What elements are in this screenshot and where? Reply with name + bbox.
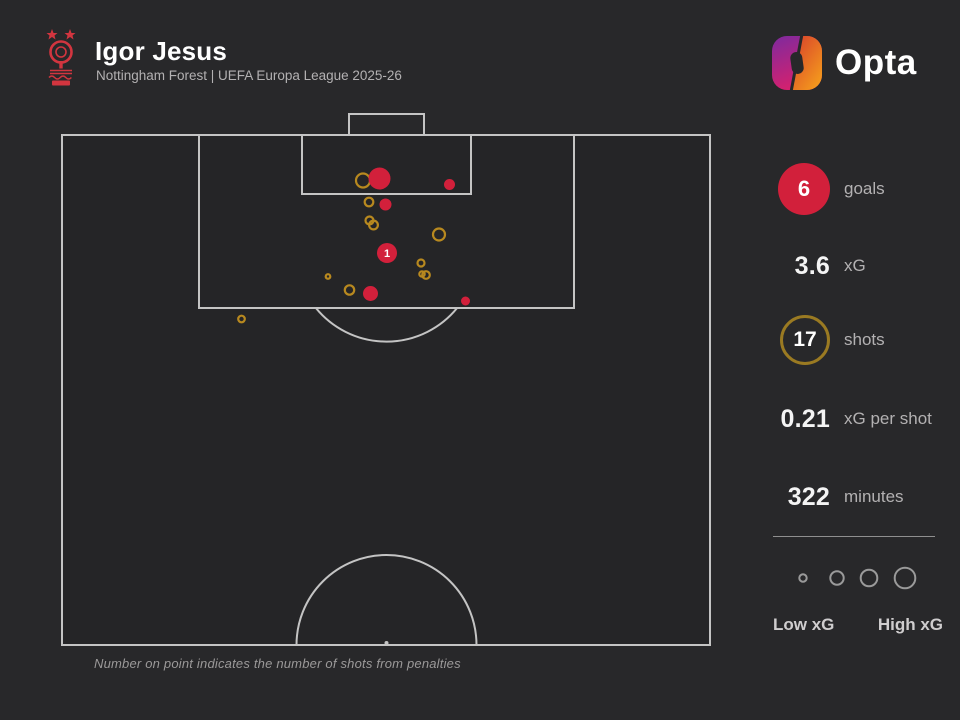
shot-point bbox=[368, 219, 380, 231]
stat-label-xg-per-shot: xG per shot bbox=[844, 409, 932, 428]
legend-high-xg-label: High xG bbox=[877, 615, 943, 634]
stat-label-minutes: minutes bbox=[844, 487, 904, 506]
shot-point bbox=[421, 270, 431, 280]
legend-size-circle bbox=[893, 566, 917, 590]
shot-point bbox=[363, 196, 375, 208]
goal-point bbox=[379, 198, 392, 211]
xg-size-legend bbox=[798, 566, 917, 590]
goal-point bbox=[444, 179, 455, 190]
goal-point bbox=[363, 286, 378, 301]
goal-point bbox=[377, 243, 397, 263]
pitch-boundary bbox=[61, 134, 711, 646]
penalty-arc bbox=[315, 307, 458, 343]
shot-point bbox=[343, 284, 356, 296]
centre-circle-arc bbox=[295, 554, 478, 646]
goal-point bbox=[461, 296, 470, 306]
stat-row-shots: 17 shots bbox=[773, 314, 958, 366]
opta-logo-icon bbox=[772, 36, 822, 90]
six-yard-box bbox=[301, 134, 472, 195]
shots-ring-icon: 17 bbox=[780, 315, 830, 365]
stat-row-xg-per-shot: 0.21 xG per shot bbox=[773, 393, 958, 445]
stat-value-minutes: 322 bbox=[787, 482, 830, 511]
nottingham-forest-badge-icon bbox=[46, 29, 76, 86]
stat-row-minutes: 322 minutes bbox=[773, 471, 958, 523]
penalty-count-label: 1 bbox=[384, 248, 390, 260]
stat-label-xg: xG bbox=[844, 256, 866, 275]
stat-label-goals: goals bbox=[844, 179, 885, 198]
footnote: Number on point indicates the number of … bbox=[94, 656, 461, 671]
shot-point bbox=[431, 227, 447, 242]
legend-labels: Low xG High xG bbox=[773, 615, 943, 635]
shot-points-layer: 1 bbox=[237, 167, 470, 324]
centre-spot bbox=[384, 641, 389, 645]
stat-value-xg-per-shot: 0.21 bbox=[780, 404, 830, 433]
shot-point bbox=[237, 314, 246, 324]
page-title: Igor Jesus bbox=[95, 36, 228, 66]
club-badge bbox=[38, 27, 84, 87]
stat-value-xg: 3.6 bbox=[794, 251, 830, 280]
page-subtitle: Nottingham Forest | UEFA Europa League 2… bbox=[96, 68, 402, 83]
brand-lockup: Opta bbox=[772, 36, 917, 90]
stat-row-goals: 6 goals bbox=[773, 163, 958, 215]
legend-size-circle bbox=[859, 568, 879, 588]
goal-frame bbox=[348, 113, 425, 136]
legend-size-circle bbox=[829, 570, 845, 586]
shot-point bbox=[416, 258, 426, 268]
goals-circle-icon: 6 bbox=[778, 163, 830, 215]
opta-wordmark: Opta bbox=[835, 43, 917, 82]
legend-divider bbox=[773, 536, 935, 537]
stat-label-shots: shots bbox=[844, 330, 885, 349]
legend-size-circle bbox=[798, 573, 808, 583]
pitch-lines bbox=[61, 113, 711, 646]
shot-point bbox=[324, 273, 332, 280]
goal-point bbox=[368, 167, 391, 190]
legend-low-xg-label: Low xG bbox=[773, 615, 835, 634]
stat-row-xg: 3.6 xG bbox=[773, 240, 958, 292]
